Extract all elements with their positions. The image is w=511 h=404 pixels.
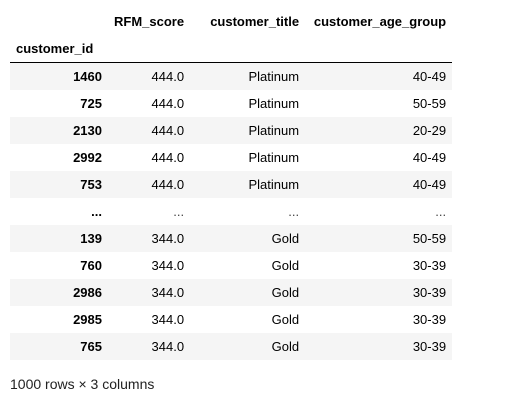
cell-customer-age-group: 30-39 (412, 312, 447, 327)
row-index: 139 (80, 231, 102, 246)
table-row: 765 344.0 Gold 30-39 (10, 333, 453, 360)
cell-rfm-score: 444.0 (151, 150, 185, 165)
cell-customer-title: Platinum (248, 150, 300, 165)
cell-customer-title: Gold (271, 285, 300, 300)
cell-customer-age-group: 30-39 (412, 285, 447, 300)
table-row: 2985 344.0 Gold 30-39 (10, 306, 453, 333)
index-name-row: customer_id (10, 35, 452, 63)
table-row: 760 344.0 Gold 30-39 (10, 252, 453, 279)
column-header-row: RFM_score customer_title customer_age_gr… (10, 8, 452, 35)
row-index: 753 (80, 177, 102, 192)
cell-customer-title: ... (288, 204, 300, 219)
cell-customer-title: Platinum (248, 96, 300, 111)
column-header-customer-title: customer_title (210, 14, 300, 29)
row-index: 2985 (73, 312, 102, 327)
index-name-spacer (305, 35, 452, 63)
table-header: RFM_score customer_title customer_age_gr… (10, 8, 453, 63)
cell-customer-age-group: 50-59 (412, 231, 447, 246)
row-index: 760 (80, 258, 102, 273)
cell-rfm-score: 344.0 (151, 339, 185, 354)
table-row: 753 444.0 Platinum 40-49 (10, 171, 453, 198)
cell-customer-title: Gold (271, 312, 300, 327)
cell-customer-age-group: 40-49 (412, 69, 447, 84)
row-index: 1460 (73, 69, 102, 84)
dataframe-table: RFM_score customer_title customer_age_gr… (10, 8, 453, 360)
cell-rfm-score: 344.0 (151, 285, 185, 300)
cell-customer-title: Platinum (248, 123, 300, 138)
table-row: 2986 344.0 Gold 30-39 (10, 279, 453, 306)
table-row-ellipsis: ... ... ... ... (10, 198, 453, 225)
cell-customer-age-group: 30-39 (412, 339, 447, 354)
cell-rfm-score: 444.0 (151, 96, 185, 111)
row-index: 2986 (73, 285, 102, 300)
row-index: ... (91, 204, 102, 219)
table-row: 725 444.0 Platinum 50-59 (10, 90, 453, 117)
cell-rfm-score: 344.0 (151, 258, 185, 273)
row-count-summary: 1000 rows × 3 columns (10, 376, 155, 392)
table-row: 2992 444.0 Platinum 40-49 (10, 144, 453, 171)
column-header-customer-age-group: customer_age_group (313, 14, 447, 29)
dataframe-output: RFM_score customer_title customer_age_gr… (10, 8, 453, 360)
cell-customer-age-group: 50-59 (412, 96, 447, 111)
cell-rfm-score: 344.0 (151, 231, 185, 246)
cell-customer-age-group: 30-39 (412, 258, 447, 273)
column-header-rfm-score: RFM_score (114, 14, 185, 29)
cell-customer-age-group: 40-49 (412, 150, 447, 165)
cell-rfm-score: 444.0 (151, 123, 185, 138)
cell-rfm-score: ... (173, 204, 185, 219)
cell-customer-age-group: ... (435, 204, 447, 219)
row-index: 725 (80, 96, 102, 111)
cell-rfm-score: 344.0 (151, 312, 185, 327)
index-name: customer_id (16, 41, 94, 56)
row-index: 2130 (73, 123, 102, 138)
row-index: 2992 (73, 150, 102, 165)
table-body: 1460 444.0 Platinum 40-49 725 444.0 Plat… (10, 62, 453, 360)
cell-customer-title: Gold (271, 258, 300, 273)
index-corner-cell (10, 8, 108, 35)
cell-rfm-score: 444.0 (151, 177, 185, 192)
row-index: 765 (80, 339, 102, 354)
cell-customer-title: Platinum (248, 69, 300, 84)
cell-customer-title: Gold (271, 231, 300, 246)
cell-customer-title: Platinum (248, 177, 300, 192)
cell-customer-age-group: 40-49 (412, 177, 447, 192)
cell-rfm-score: 444.0 (151, 69, 185, 84)
cell-customer-age-group: 20-29 (412, 123, 447, 138)
cell-customer-title: Gold (271, 339, 300, 354)
table-row: 2130 444.0 Platinum 20-29 (10, 117, 453, 144)
table-row: 139 344.0 Gold 50-59 (10, 225, 453, 252)
index-name-spacer (108, 35, 190, 63)
index-name-spacer (190, 35, 305, 63)
table-row: 1460 444.0 Platinum 40-49 (10, 62, 453, 90)
